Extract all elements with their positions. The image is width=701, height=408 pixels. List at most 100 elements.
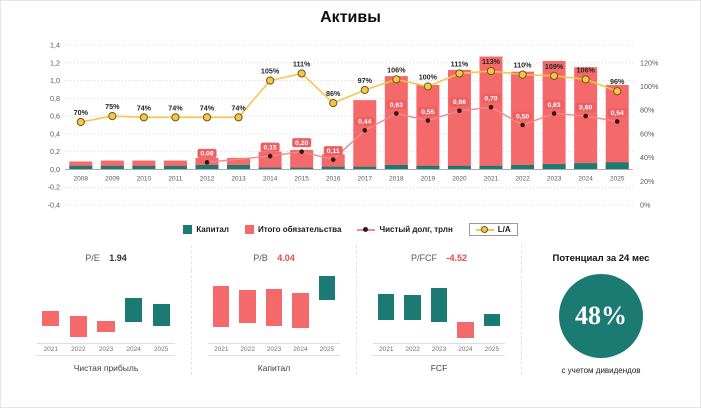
mini-bar-2021: [42, 311, 60, 326]
la-marker: [475, 225, 494, 234]
svg-text:20%: 20%: [640, 177, 655, 186]
svg-text:2008: 2008: [73, 175, 88, 182]
mini-chart-fcf-plot: [373, 276, 505, 340]
chart-legend: Капитал Итого обязательства Чистый долг, т…: [1, 219, 700, 239]
year-label: 2023: [98, 346, 114, 353]
potential-title: Потенциал за 24 мес: [552, 253, 650, 264]
svg-text:110%: 110%: [513, 61, 532, 70]
mini-bar-2023: [430, 287, 448, 323]
mini-chart-net-profit-plot: [37, 276, 175, 340]
metric-pfcf-label: P/FCF: [410, 253, 437, 263]
svg-text:0,70: 0,70: [484, 96, 497, 103]
svg-text:40%: 40%: [640, 153, 655, 162]
mini-bar-2025: [152, 304, 170, 326]
bottom-section: P/E 1.94 P/B 4.04 P/FCF -4.52 Потенциал …: [21, 245, 680, 375]
svg-text:1,0: 1,0: [50, 76, 60, 85]
svg-text:120%: 120%: [640, 58, 659, 67]
mini-chart-capital-label: Капитал: [257, 363, 291, 373]
page-title: Активы: [320, 9, 381, 26]
mini-chart-capital-plot: [208, 276, 340, 340]
potential-note: с учетом дивидендов: [561, 366, 641, 375]
mini-chart-fcf-years: 2021 2022 2023 2024 2025: [373, 343, 505, 356]
svg-text:0,4: 0,4: [50, 129, 60, 138]
metric-pb-value: 4.04: [277, 253, 295, 263]
mini-chart-capital: 2021 2022 2023 2024 2025 Капитал: [191, 270, 356, 375]
metric-pe-value: 1.94: [109, 253, 127, 263]
svg-text:0,44: 0,44: [358, 119, 371, 126]
svg-text:111%: 111%: [450, 59, 468, 68]
svg-text:75%: 75%: [105, 102, 120, 111]
svg-text:2021: 2021: [483, 175, 498, 182]
svg-text:0,8: 0,8: [50, 94, 60, 103]
la-series: 70% 75% 74% 74% 74% 74% 105% 111% 86% 97% 106% 100%…: [73, 57, 625, 127]
year-label: 2024: [293, 346, 308, 353]
svg-text:106%: 106%: [387, 65, 406, 74]
svg-text:60%: 60%: [640, 129, 655, 138]
svg-text:-0,2: -0,2: [47, 183, 59, 192]
svg-text:0,66: 0,66: [452, 99, 465, 106]
svg-text:2023: 2023: [546, 175, 561, 182]
svg-text:1,2: 1,2: [50, 58, 60, 67]
svg-text:105%: 105%: [260, 67, 279, 76]
mini-bar-2022: [404, 295, 421, 320]
left-axis-labels: -0,4 -0,2 0,0 0,2 0,4 0,6 0,8 1,0 1,2 1,4: [47, 41, 59, 210]
legend-item-net-debt: Чистый долг, трлн: [357, 224, 453, 234]
mini-bar-2023: [97, 320, 115, 333]
mini-bar-2023: [265, 288, 283, 326]
svg-text:70%: 70%: [73, 108, 88, 117]
svg-text:0,15: 0,15: [263, 145, 276, 152]
metric-pb-label: P/B: [253, 253, 268, 263]
svg-text:0,0: 0,0: [50, 165, 60, 174]
mini-bar-2024: [292, 292, 309, 329]
mini-bar-2021: [378, 293, 395, 320]
svg-text:2025: 2025: [609, 175, 624, 182]
liabilities-marker: [244, 224, 254, 234]
legend-item-la: L/A: [468, 222, 518, 236]
svg-text:2022: 2022: [515, 175, 530, 182]
svg-text:111%: 111%: [292, 59, 310, 68]
net-debt-marker: [357, 225, 376, 234]
svg-text:2020: 2020: [452, 175, 467, 182]
year-label: 2023: [266, 346, 282, 353]
svg-text:96%: 96%: [610, 77, 625, 86]
mini-chart-capital-years: 2021 2022 2023 2024 2025: [208, 343, 340, 356]
svg-text:2012: 2012: [199, 175, 214, 182]
svg-text:2016: 2016: [325, 175, 340, 182]
svg-text:0,08: 0,08: [200, 151, 213, 158]
svg-text:2010: 2010: [136, 175, 151, 182]
year-label: 2021: [378, 346, 394, 353]
svg-text:109%: 109%: [544, 62, 563, 71]
right-axis-labels: 0% 20% 40% 60% 80% 100% 120%: [640, 58, 659, 209]
svg-text:86%: 86%: [326, 89, 341, 98]
mini-bar-2024: [125, 298, 143, 323]
year-label: 2025: [484, 346, 500, 353]
year-label: 2022: [240, 346, 255, 353]
svg-text:74%: 74%: [199, 103, 214, 112]
svg-text:2024: 2024: [578, 175, 593, 182]
svg-text:0,60: 0,60: [579, 105, 592, 112]
svg-text:74%: 74%: [136, 103, 151, 112]
svg-text:100%: 100%: [418, 72, 437, 81]
svg-text:2014: 2014: [262, 175, 277, 182]
year-label: 2024: [458, 346, 473, 353]
svg-text:97%: 97%: [357, 76, 372, 85]
svg-text:2009: 2009: [105, 175, 120, 182]
svg-text:2017: 2017: [357, 175, 372, 182]
svg-text:0,63: 0,63: [547, 102, 560, 109]
svg-text:0%: 0%: [640, 201, 651, 210]
net-debt-series: 0,08 0,15 0,20 0,11 0,44 0,63 0,55 0,66 0,70 0,50…: [197, 93, 627, 165]
mini-bar-2021: [213, 286, 230, 328]
svg-text:0,2: 0,2: [50, 147, 60, 156]
metric-pfcf-value: -4.52: [446, 253, 468, 263]
year-label: 2025: [319, 346, 335, 353]
svg-text:2018: 2018: [389, 175, 404, 182]
svg-text:0,11: 0,11: [326, 148, 339, 155]
x-axis-labels: 2008 2009 2010 2011 2012 2013 2014 2015 2016 2017…: [73, 175, 624, 182]
mini-bar-2024: [457, 322, 474, 339]
potential-circle: 48%: [559, 274, 643, 358]
year-label: 2024: [126, 346, 141, 353]
legend-label: Итого обязательства: [257, 224, 342, 234]
legend-label: Чистый долг, трлн: [379, 224, 453, 234]
year-label: 2022: [71, 346, 86, 353]
svg-text:74%: 74%: [231, 103, 246, 112]
